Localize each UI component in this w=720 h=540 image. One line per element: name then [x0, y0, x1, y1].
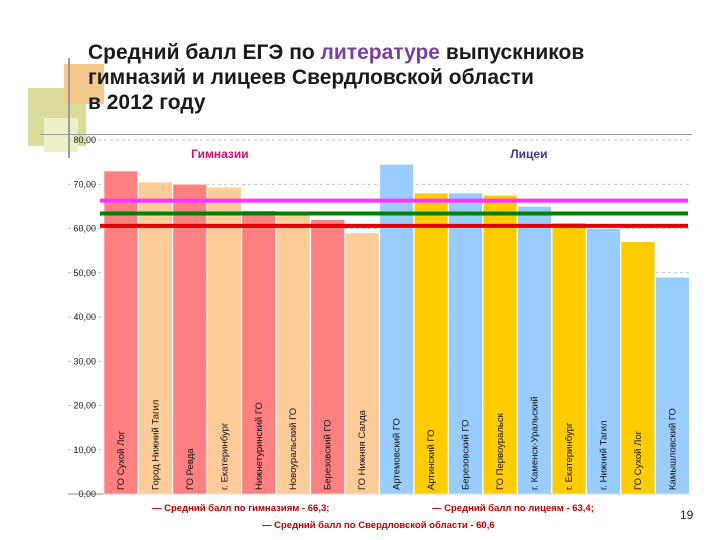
bar — [482, 195, 518, 495]
y-tick-label: 20,00 — [73, 401, 96, 411]
bar-label: Артемовский ГО — [392, 418, 403, 490]
bar — [344, 232, 380, 495]
bar — [655, 276, 690, 495]
bar-label: г. Нижний Тагил — [598, 420, 609, 490]
decor-square-peach — [64, 64, 104, 104]
annotation-region-avg: — Средний балл по Свердловской области -… — [262, 520, 495, 531]
decor-line-vertical — [68, 58, 70, 158]
bar-label: ГО Сухой Лог — [633, 430, 644, 490]
bar — [138, 181, 173, 495]
bar — [517, 206, 552, 495]
bar-label: Березовский ГО — [323, 419, 334, 490]
bar — [551, 222, 587, 495]
bar — [310, 219, 345, 495]
group-label-gymnasium: Гимназии — [191, 147, 249, 161]
page-number: 19 — [680, 508, 694, 522]
bar — [207, 187, 242, 495]
title-part2: выпускников — [439, 41, 585, 64]
y-tick-label: 10,00 — [73, 445, 96, 455]
title-line3: в 2012 году — [88, 91, 206, 114]
bar-label: г. Екатеринбург — [219, 422, 230, 490]
bar — [379, 164, 414, 495]
bar — [172, 183, 208, 495]
bar-label: ГО Сухой Лог — [116, 430, 127, 490]
bar — [620, 241, 656, 495]
decor-line-horizontal — [40, 134, 692, 135]
y-tick-label: 40,00 — [73, 312, 96, 322]
bar-label: Нижнетуринский ГО — [254, 402, 265, 490]
y-tick-label: 50,00 — [73, 268, 96, 278]
y-tick-label: 80,00 — [73, 135, 96, 145]
slide-title: Средний балл ЕГЭ по литературе выпускник… — [88, 40, 688, 115]
bar — [448, 192, 483, 495]
y-tick-label: 60,00 — [73, 224, 96, 234]
title-part1: Средний балл ЕГЭ по — [88, 41, 321, 64]
bar-label: г. Екатеринбург — [564, 422, 575, 490]
group-label-lyceum: Лицеи — [510, 147, 547, 161]
bar-label: Березовский ГО — [461, 419, 472, 490]
bar — [241, 210, 276, 495]
bar-label: ГО Первоуральск — [495, 412, 506, 490]
bar-label: Артинский ГО — [426, 430, 437, 490]
bar-label: г. Каменск-Уральский — [530, 396, 541, 490]
bar-label: ГО Нижняя Салда — [357, 409, 368, 490]
annotation-gymnasium-avg: — Средний балл по гимназиям - 66,3; — [152, 503, 329, 514]
title-subject: литературе — [320, 41, 440, 64]
bar-label: ГО Ревда — [185, 448, 196, 490]
y-tick-label: 70,00 — [73, 179, 96, 189]
bar — [413, 192, 449, 495]
bar-label: Новоуральский ГО — [288, 408, 299, 490]
y-tick-label: 30,00 — [73, 356, 96, 366]
bar-label: Камышловский ГО — [667, 408, 678, 490]
bar-label: Город Нижний Тагил — [150, 400, 161, 490]
bar — [586, 228, 621, 495]
decor-square-light — [44, 118, 78, 152]
bar — [276, 212, 311, 495]
title-line2: гимназий и лицеев Свердловской области — [88, 66, 534, 89]
annotation-lyceum-avg: — Средний балл по лицеям - 63,4; — [432, 503, 594, 514]
